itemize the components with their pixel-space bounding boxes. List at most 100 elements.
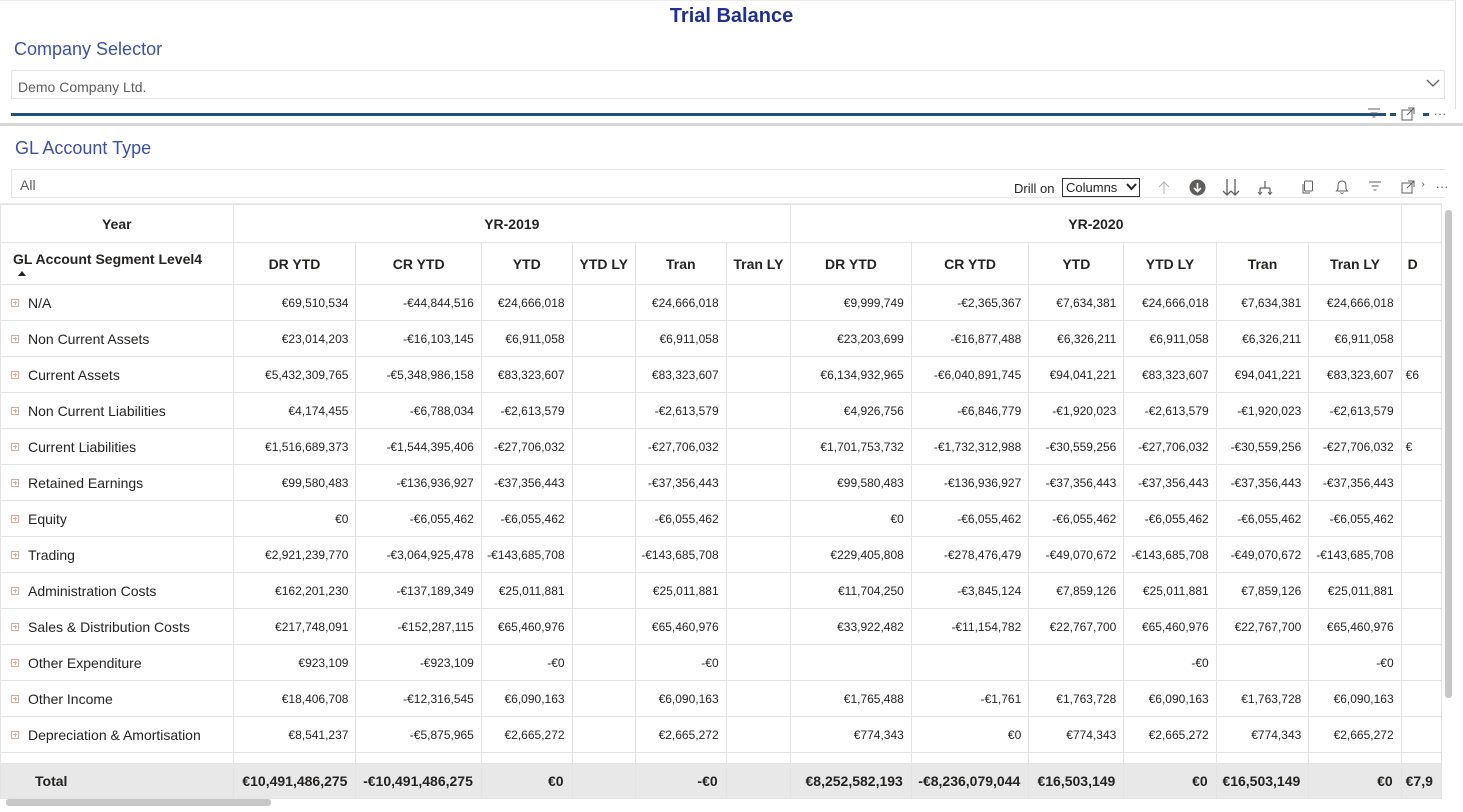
column-header[interactable]: DR YTD: [232, 242, 357, 285]
column-header[interactable]: Tran LY: [1308, 242, 1402, 285]
column-header[interactable]: Tran LY: [725, 242, 792, 285]
expand-row-icon[interactable]: [11, 478, 19, 487]
row-header-cell[interactable]: GL Account Segment Level4: [0, 242, 234, 285]
value-cell: -€136,936,927: [910, 464, 1030, 501]
table-row: Other Income €18,406,708 -€12,316,545 €6,09…: [0, 680, 1442, 717]
column-header[interactable]: YTD: [480, 242, 573, 285]
column-header[interactable]: Tran: [1215, 242, 1310, 285]
column-header[interactable]: CR YTD: [910, 242, 1030, 285]
drill-on-select[interactable]: Columns: [1062, 178, 1140, 197]
total-value-cell: €0: [1123, 763, 1217, 799]
value-cell: €65,460,976: [480, 608, 573, 645]
filter-icon[interactable]: [1368, 180, 1382, 193]
column-header[interactable]: YTD: [1028, 242, 1125, 285]
value-cell: €23,203,699: [790, 320, 912, 357]
bell-icon[interactable]: [1335, 179, 1349, 195]
expand-row-icon[interactable]: [11, 442, 19, 451]
column-header[interactable]: YTD LY: [571, 242, 636, 285]
table-row: Current Liabilities €1,516,689,373 -€1,544…: [0, 428, 1442, 465]
expand-row-icon[interactable]: [11, 298, 19, 307]
row-label-cell[interactable]: Retained Earnings: [0, 464, 234, 501]
horizontal-scrollbar[interactable]: [6, 799, 271, 806]
value-cell: -€37,356,443: [1123, 464, 1217, 501]
value-cell: -€6,055,462: [1028, 500, 1125, 537]
row-label-cell[interactable]: Depreciation & Amortisation: [0, 716, 234, 753]
value-cell: [725, 356, 792, 393]
value-cell: €6,326,211: [1215, 320, 1310, 357]
expand-row-icon[interactable]: [11, 694, 19, 703]
row-label-cell[interactable]: N/A: [0, 284, 234, 321]
column-header[interactable]: YTD LY: [1123, 242, 1217, 285]
row-label-cell[interactable]: Current Liabilities: [0, 428, 234, 465]
value-cell: [910, 644, 1030, 681]
column-group-header[interactable]: YR-2020: [790, 204, 1402, 243]
value-cell: €94,041,221: [1028, 356, 1125, 393]
column-group-header[interactable]: YR-2019: [232, 204, 792, 243]
row-label: Other Income: [28, 690, 113, 707]
value-cell: €923,109: [232, 644, 357, 681]
value-cell: €94,041,221: [1215, 356, 1310, 393]
value-cell: €2,665,272: [480, 716, 573, 753]
focus-mode-icon[interactable]: [1401, 180, 1415, 194]
value-cell: €1,763,728: [1215, 680, 1310, 717]
row-label: Other Expenditure: [28, 654, 142, 671]
value-cell: -€6,055,462: [1123, 500, 1217, 537]
value-cell: €6,911,058: [1123, 320, 1217, 357]
expand-row-icon[interactable]: [11, 370, 19, 379]
row-label-cell[interactable]: Current Assets: [0, 356, 234, 393]
value-cell: -€44,844,516: [355, 284, 482, 321]
vertical-scrollbar[interactable]: [1445, 210, 1452, 698]
row-label-cell[interactable]: Equity: [0, 500, 234, 537]
row-label-cell[interactable]: Administration Costs: [0, 572, 234, 609]
drill-down-icon[interactable]: [1189, 179, 1206, 196]
value-cell: €65,460,976: [634, 608, 727, 645]
expand-row-icon[interactable]: [11, 658, 19, 667]
expand-row-icon[interactable]: [11, 334, 19, 343]
gl-account-type-dropdown[interactable]: All: [11, 169, 1445, 198]
value-cell: -€3,845,124: [910, 572, 1030, 609]
row-label-cell[interactable]: Non Current Liabilities: [0, 392, 234, 429]
drill-up-icon[interactable]: [1158, 180, 1170, 195]
value-cell: €11,704,250: [790, 572, 912, 609]
row-label-cell[interactable]: Other Expenditure: [0, 644, 234, 681]
value-cell: €24,666,018: [1308, 284, 1402, 321]
more-options-icon[interactable]: ···: [1435, 179, 1449, 194]
value-cell: €25,011,881: [1308, 572, 1402, 609]
expand-row-icon[interactable]: [11, 622, 19, 631]
spacer-row: [0, 752, 1442, 764]
row-label-cell[interactable]: Sales & Distribution Costs: [0, 608, 234, 645]
row-label: Depreciation & Amortisation: [28, 726, 201, 743]
row-label-cell[interactable]: Non Current Assets: [0, 320, 234, 357]
spacer-cell: [910, 752, 1030, 764]
expand-hierarchy-icon[interactable]: [1257, 180, 1273, 196]
value-cell: -€49,070,672: [1028, 536, 1125, 573]
value-cell: [571, 536, 636, 573]
expand-row-icon[interactable]: [11, 406, 19, 415]
more-options-icon[interactable]: ···: [1433, 106, 1447, 121]
row-label: Trading: [28, 546, 75, 563]
value-cell: €33,922,482: [790, 608, 912, 645]
value-cell: €83,323,607: [1123, 356, 1217, 393]
column-header[interactable]: D: [1400, 242, 1442, 285]
column-header-row: GL Account Segment Level4 DR YTD CR YTD YT…: [0, 242, 1442, 285]
column-header[interactable]: DR YTD: [790, 242, 912, 285]
row-label-cell[interactable]: Trading: [0, 536, 234, 573]
filter-icon[interactable]: [1367, 107, 1381, 120]
expand-row-icon[interactable]: [11, 514, 19, 523]
value-cell: [1400, 536, 1442, 573]
expand-next-level-icon[interactable]: [1221, 178, 1241, 197]
column-header[interactable]: CR YTD: [355, 242, 482, 285]
column-header[interactable]: Tran: [634, 242, 727, 285]
spacer-cell: [790, 752, 912, 764]
total-value-cell: €8,252,582,193: [790, 763, 912, 799]
table-row: Retained Earnings €99,580,483 -€136,936,92…: [0, 464, 1442, 501]
value-cell: €217,748,091: [232, 608, 357, 645]
copy-icon[interactable]: [1301, 180, 1315, 195]
expand-row-icon[interactable]: [11, 730, 19, 739]
value-cell: [1028, 644, 1125, 681]
row-label-cell[interactable]: Other Income: [0, 680, 234, 717]
expand-row-icon[interactable]: [11, 550, 19, 559]
expand-row-icon[interactable]: [11, 586, 19, 595]
focus-mode-icon[interactable]: [1401, 107, 1415, 121]
company-dropdown[interactable]: Demo Company Ltd.: [11, 70, 1445, 99]
